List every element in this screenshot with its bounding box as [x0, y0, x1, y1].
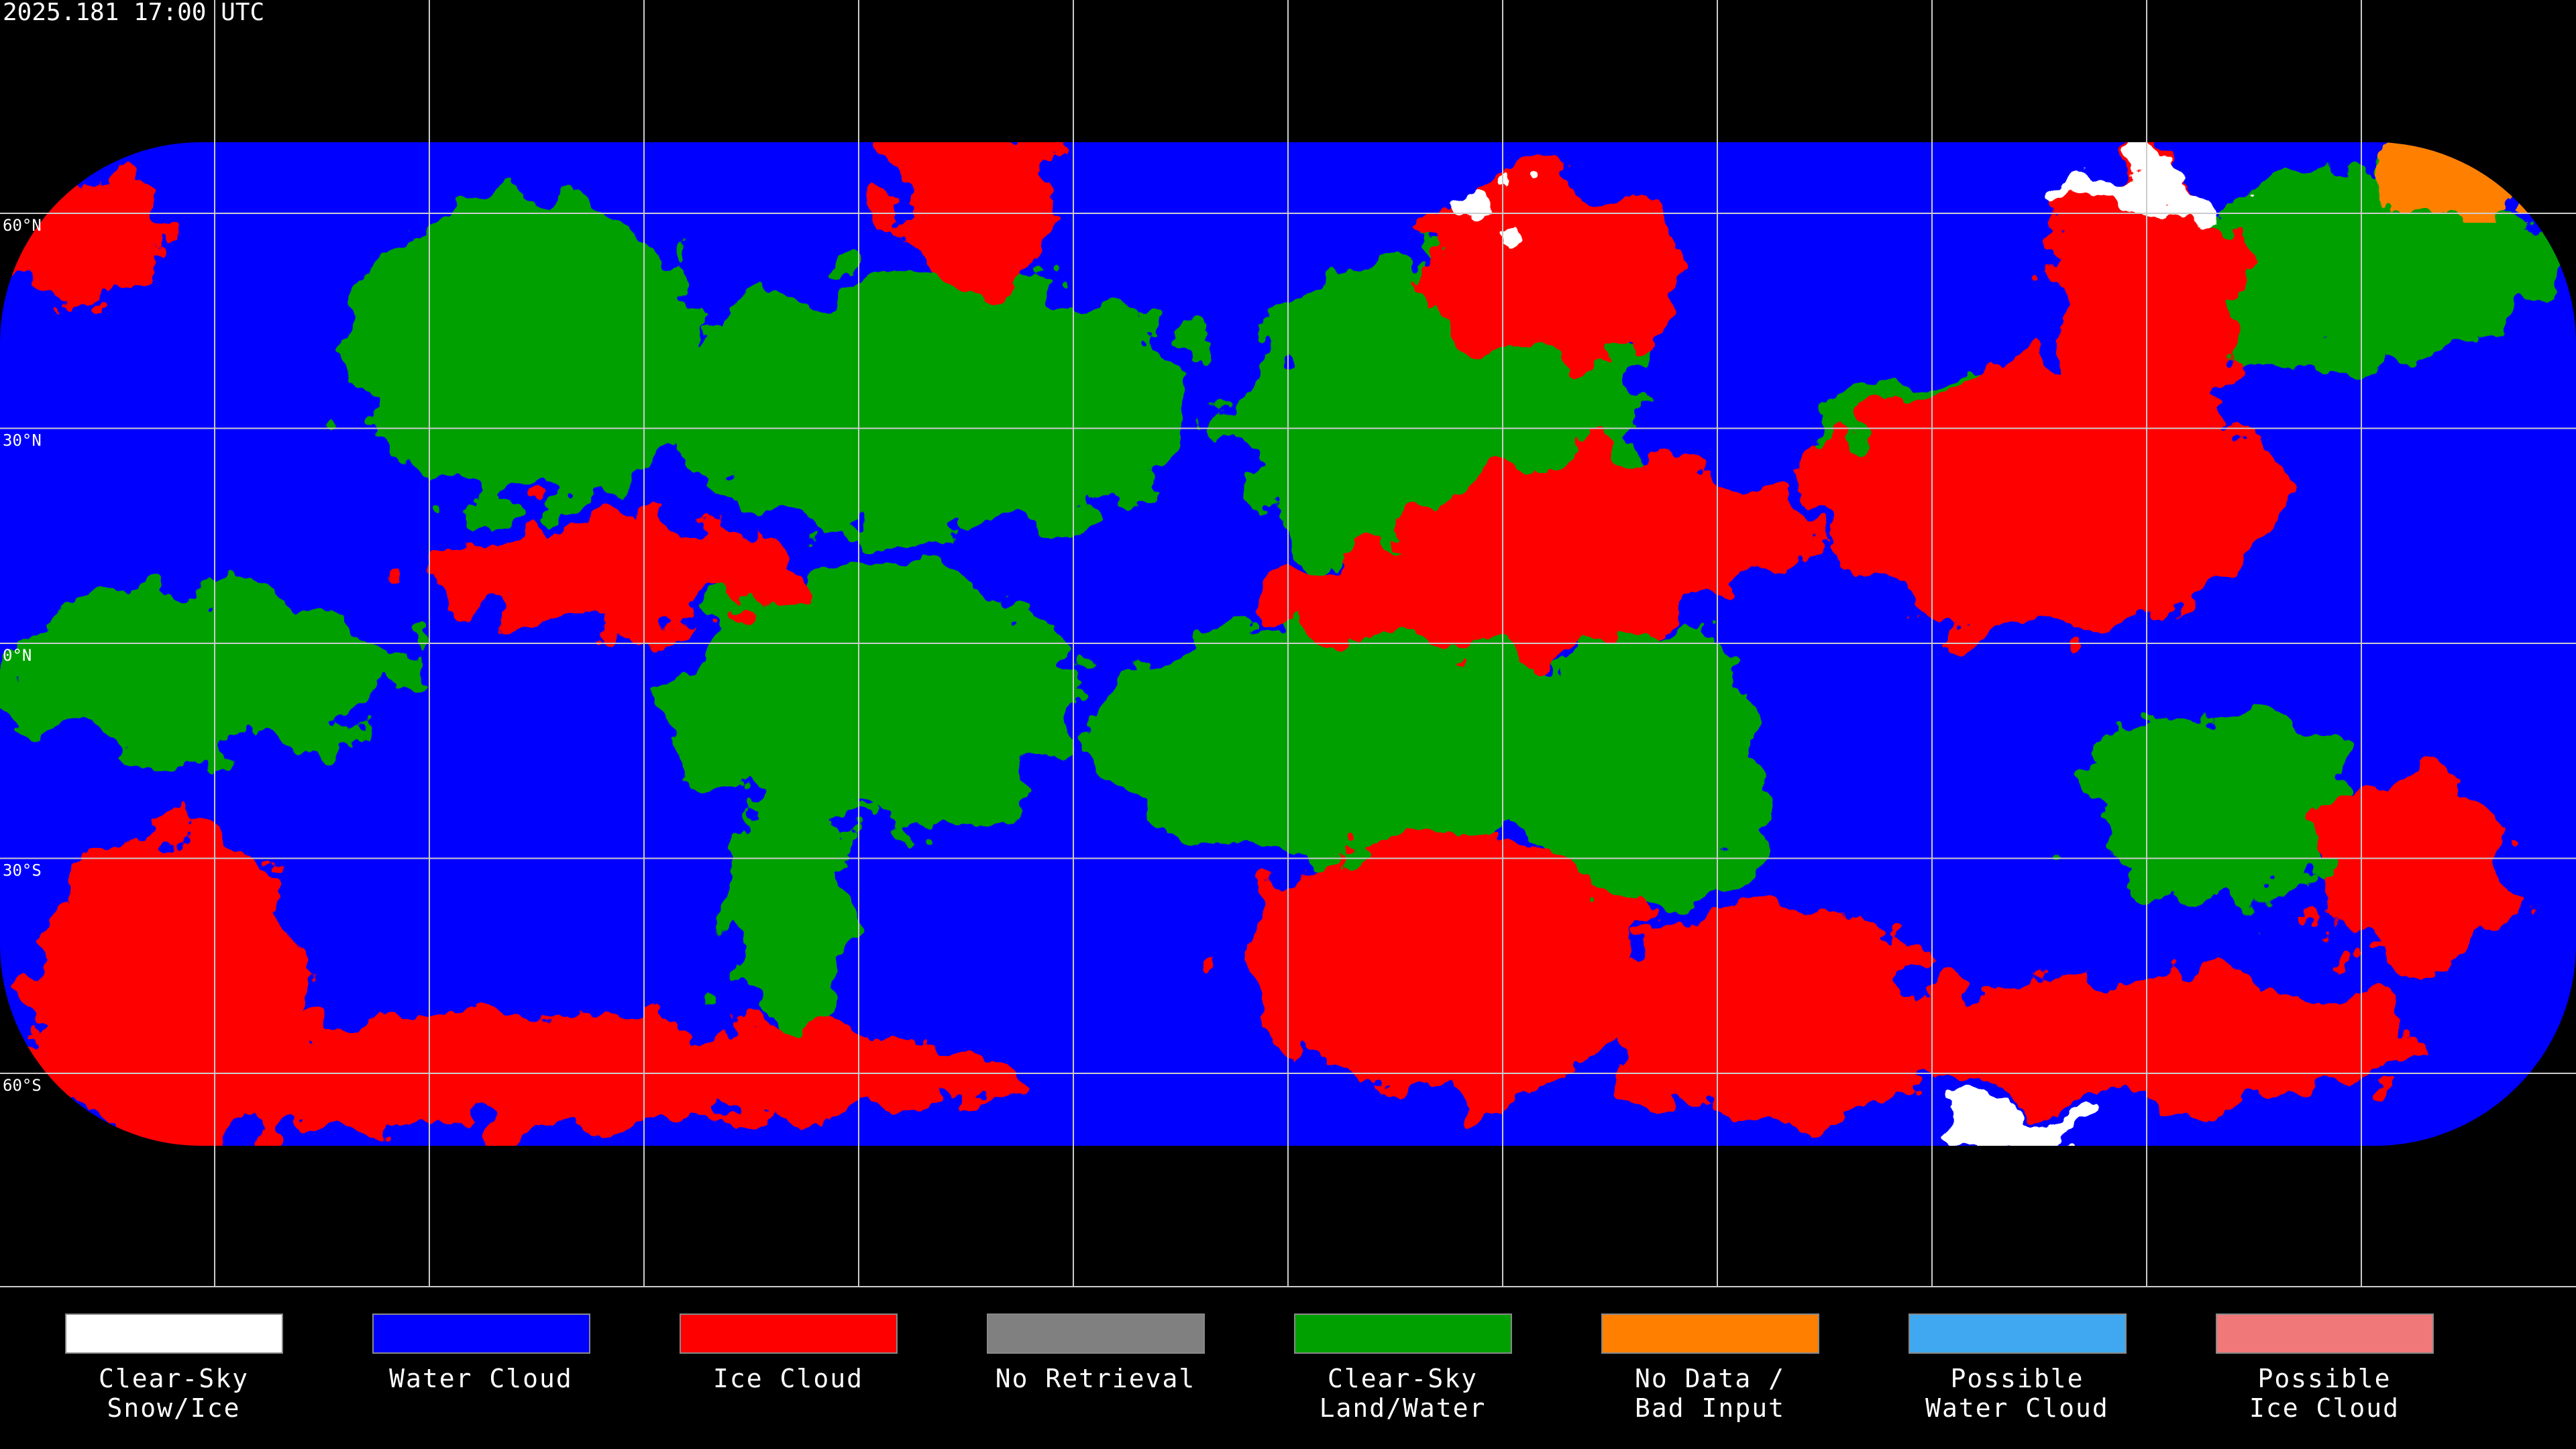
latitude-label: 60°S	[3, 1076, 42, 1095]
legend-swatch	[987, 1313, 1205, 1354]
legend-label: Land/Water	[1320, 1393, 1487, 1423]
legend-label: Possible	[1950, 1364, 2084, 1393]
latitude-label: 30°S	[3, 861, 42, 880]
legend-swatch	[65, 1313, 283, 1354]
latitude-label: 0°N	[3, 646, 32, 665]
legend-label: Ice Cloud	[2249, 1393, 2400, 1423]
legend-label: Water Cloud	[1925, 1393, 2109, 1423]
legend-label: Bad Input	[1635, 1393, 1785, 1423]
legend-label: Possible	[2257, 1364, 2391, 1393]
legend-swatch	[1601, 1313, 1819, 1354]
legend-label: Clear-Sky	[1328, 1364, 1478, 1393]
legend-swatch	[1294, 1313, 1512, 1354]
timestamp: 2025.181 17:00 UTC	[3, 0, 264, 26]
latitude-labels: 60°N 30°N 0°N 30°S 60°S	[3, 216, 42, 1095]
legend-swatch	[372, 1313, 590, 1354]
legend-swatch	[680, 1313, 898, 1354]
legend-label: Clear-Sky	[99, 1364, 249, 1393]
legend-label: No Retrieval	[996, 1364, 1196, 1393]
legend-swatch	[1909, 1313, 2127, 1354]
legend-label: No Data /	[1635, 1364, 1785, 1393]
legend-label: Water Cloud	[389, 1364, 573, 1393]
graticule	[0, 0, 2576, 1287]
legend-label: Ice Cloud	[713, 1364, 863, 1393]
latitude-label: 60°N	[3, 216, 42, 235]
latitude-label: 30°N	[3, 431, 42, 450]
legend-label: Snow/Ice	[107, 1393, 240, 1423]
legend-swatch	[2216, 1313, 2434, 1354]
